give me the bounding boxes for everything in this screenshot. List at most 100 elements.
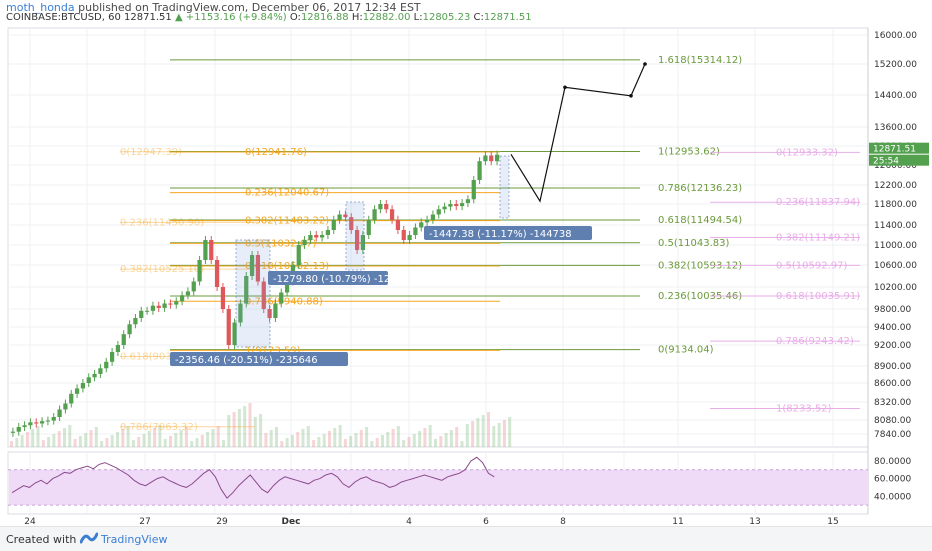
measure-tag <box>424 226 592 240</box>
time-tick-label: 11 <box>672 517 683 526</box>
volume-bar <box>78 436 82 447</box>
time-tick-label: 8 <box>560 517 566 526</box>
time-tick-label: 4 <box>406 517 412 526</box>
volume-bar <box>142 434 146 447</box>
volume-bar <box>41 440 45 447</box>
candle-body <box>442 206 447 210</box>
volume-bar <box>84 433 88 447</box>
last-price-tag <box>869 142 929 154</box>
fib-pink-label: 0.382(11149.21) <box>776 233 860 244</box>
volume-bar <box>381 435 384 447</box>
measure-label: -1447.38 (-11.17%) -144738 <box>429 229 572 240</box>
candle-body <box>494 154 500 162</box>
volume-bar <box>306 426 310 447</box>
price-tick-label: 11800.00 <box>874 200 917 210</box>
candle-body <box>255 255 261 282</box>
candle-body <box>279 292 284 304</box>
volume-bar <box>365 427 369 447</box>
candle-body <box>121 334 126 345</box>
candle-body <box>203 240 208 260</box>
volume-bar <box>52 434 56 447</box>
rsi-band <box>9 469 867 506</box>
candle-body <box>331 219 336 230</box>
candle-body <box>477 161 482 180</box>
candle-body <box>238 303 243 323</box>
candle-body <box>471 180 476 200</box>
fib-orange-label: 0.382(11483.22) <box>245 216 329 227</box>
volume-bar <box>471 421 475 447</box>
candle-body <box>16 427 21 432</box>
candle-body <box>384 204 389 210</box>
candle-body <box>349 217 354 230</box>
price-tick-label: 14400.00 <box>874 91 917 101</box>
candle-body <box>273 303 278 318</box>
rsi-tick-label: 40.0000 <box>874 492 911 502</box>
candle-body <box>319 235 325 238</box>
candle-body <box>232 322 237 345</box>
candle-body <box>448 204 453 207</box>
volume-bar <box>121 429 125 447</box>
volume-bar <box>206 432 210 447</box>
volume-bar <box>248 403 252 447</box>
tradingview-brand[interactable]: TradingView <box>101 533 168 546</box>
author-username[interactable]: moth_honda <box>6 1 75 14</box>
price-tick-label: 15200.00 <box>874 60 917 70</box>
close-value: 12871.51 <box>483 12 532 23</box>
candle-body <box>191 281 196 292</box>
fib-orange-label: 0.236(12040.67) <box>245 188 329 199</box>
volume-bar <box>354 433 358 447</box>
candle-body <box>74 388 80 394</box>
price-tick-label: 11000.00 <box>874 241 917 251</box>
volume-bar <box>259 414 263 447</box>
measure-range <box>499 155 510 219</box>
candle-body <box>226 309 231 345</box>
candle-body <box>244 276 249 304</box>
volume-bar <box>15 438 19 447</box>
candle-body <box>308 235 313 240</box>
volume-bar <box>57 431 61 447</box>
candle-body <box>104 361 109 369</box>
candle-body <box>454 204 459 207</box>
measure-label: -1279.80 (-10.79%) -127980 <box>273 274 416 285</box>
candle-body <box>69 393 74 404</box>
candle-body <box>168 303 173 305</box>
candle-body <box>436 209 441 215</box>
price-tick-label: 9400.00 <box>874 323 911 333</box>
time-tick-label: 6 <box>483 517 489 526</box>
volume-bar <box>375 438 379 447</box>
price-tick-label: 12200.00 <box>874 181 917 191</box>
price-chart[interactable]: 16000.0015200.0014400.0013600.0013100.00… <box>0 0 932 526</box>
candle-body <box>92 373 97 378</box>
created-with-label: Created with <box>6 533 77 546</box>
fib-faint-label: 0.382(10525.10) <box>120 264 204 275</box>
candle-body <box>214 260 220 287</box>
fib-green-label: 0.786(12136.23) <box>658 183 742 194</box>
fib-green-label: 0.382(10593.12) <box>658 260 742 271</box>
candle-body <box>267 309 272 318</box>
fib-green-label: 1.618(15314.12) <box>658 55 742 66</box>
price-tick-label: 8900.00 <box>874 362 911 372</box>
volume-bar <box>349 436 353 447</box>
candle-body <box>459 203 465 207</box>
candle-body <box>115 345 121 352</box>
volume-bar <box>237 409 241 447</box>
volume-bar <box>418 431 422 447</box>
candle-body <box>314 235 319 238</box>
candle-body <box>57 409 62 417</box>
price-tick-label: 13600.00 <box>874 123 917 133</box>
volume-bar <box>184 427 188 447</box>
volume-bar <box>147 431 151 447</box>
candle-body <box>51 417 56 421</box>
volume-bar <box>264 433 268 447</box>
volume-bar <box>423 428 427 447</box>
price-tick-label: 9200.00 <box>874 341 911 351</box>
price-tick-label: 8320.00 <box>874 398 911 408</box>
candle-body <box>80 383 86 389</box>
volume-bar <box>296 432 300 447</box>
candle-body <box>185 291 191 296</box>
volume-bar <box>402 440 406 447</box>
volume-bar <box>396 426 400 447</box>
fib-faint-label: 0(12947.39) <box>120 147 182 158</box>
candle-body <box>162 303 167 308</box>
fib-faint-label: 0.618(9036.35) <box>120 351 198 362</box>
